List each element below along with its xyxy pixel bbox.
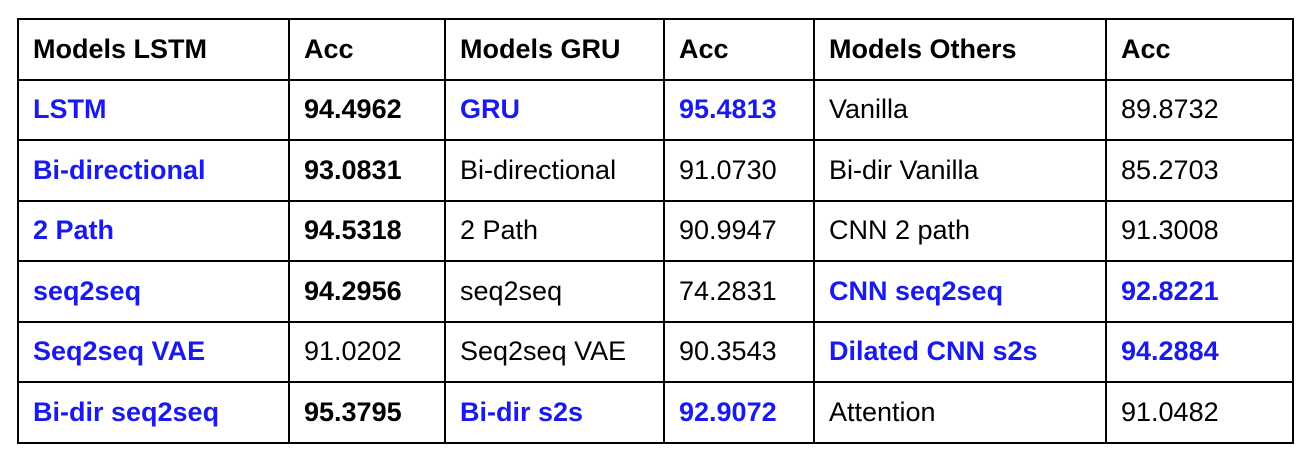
table-cell: Seq2seq VAE [17, 320, 290, 383]
header-acc-others: Acc [1105, 18, 1294, 81]
accuracy-table: Models LSTM Acc Models GRU Acc Models Ot… [17, 18, 1294, 444]
table-header-row: Models LSTM Acc Models GRU Acc Models Ot… [17, 18, 1294, 81]
header-models-others: Models Others [813, 18, 1107, 81]
table-row: Bi-dir seq2seq 95.3795 Bi-dir s2s 92.907… [17, 381, 1294, 444]
table-cell: Bi-dir s2s [444, 381, 665, 444]
table-cell: seq2seq [444, 260, 665, 323]
table-cell: 94.2956 [288, 260, 446, 323]
table-row: seq2seq 94.2956 seq2seq 74.2831 CNN seq2… [17, 260, 1294, 323]
table-cell: 90.3543 [663, 320, 815, 383]
table-cell: 94.5318 [288, 199, 446, 262]
table-cell: 85.2703 [1105, 139, 1294, 202]
table-cell: 90.9947 [663, 199, 815, 262]
table-cell: 91.0482 [1105, 381, 1294, 444]
table-cell: 91.3008 [1105, 199, 1294, 262]
table-cell: 92.9072 [663, 381, 815, 444]
table-cell: 2 Path [444, 199, 665, 262]
table-cell: 94.2884 [1105, 320, 1294, 383]
table-row: Bi-directional 93.0831 Bi-directional 91… [17, 139, 1294, 202]
table-row: LSTM 94.4962 GRU 95.4813 Vanilla 89.8732 [17, 78, 1294, 141]
table-cell: Seq2seq VAE [444, 320, 665, 383]
table-cell: 91.0202 [288, 320, 446, 383]
header-acc-gru: Acc [663, 18, 815, 81]
table-row: 2 Path 94.5318 2 Path 90.9947 CNN 2 path… [17, 199, 1294, 262]
table-cell: Bi-dir Vanilla [813, 139, 1107, 202]
table-cell: 92.8221 [1105, 260, 1294, 323]
table-cell: 95.4813 [663, 78, 815, 141]
table-cell: CNN 2 path [813, 199, 1107, 262]
table-cell: 95.3795 [288, 381, 446, 444]
table-cell: LSTM [17, 78, 290, 141]
table-cell: GRU [444, 78, 665, 141]
table-cell: Bi-dir seq2seq [17, 381, 290, 444]
header-acc-lstm: Acc [288, 18, 446, 81]
table-cell: Bi-directional [444, 139, 665, 202]
table-cell: Bi-directional [17, 139, 290, 202]
table-cell: seq2seq [17, 260, 290, 323]
table-row: Seq2seq VAE 91.0202 Seq2seq VAE 90.3543 … [17, 320, 1294, 383]
table-cell: 89.8732 [1105, 78, 1294, 141]
table-cell: 74.2831 [663, 260, 815, 323]
table-cell: 93.0831 [288, 139, 446, 202]
table-cell: 91.0730 [663, 139, 815, 202]
table-cell: Dilated CNN s2s [813, 320, 1107, 383]
table-cell: CNN seq2seq [813, 260, 1107, 323]
table-cell: Vanilla [813, 78, 1107, 141]
header-models-gru: Models GRU [444, 18, 665, 81]
table-cell: 2 Path [17, 199, 290, 262]
table-cell: Attention [813, 381, 1107, 444]
header-models-lstm: Models LSTM [17, 18, 290, 81]
table-cell: 94.4962 [288, 78, 446, 141]
